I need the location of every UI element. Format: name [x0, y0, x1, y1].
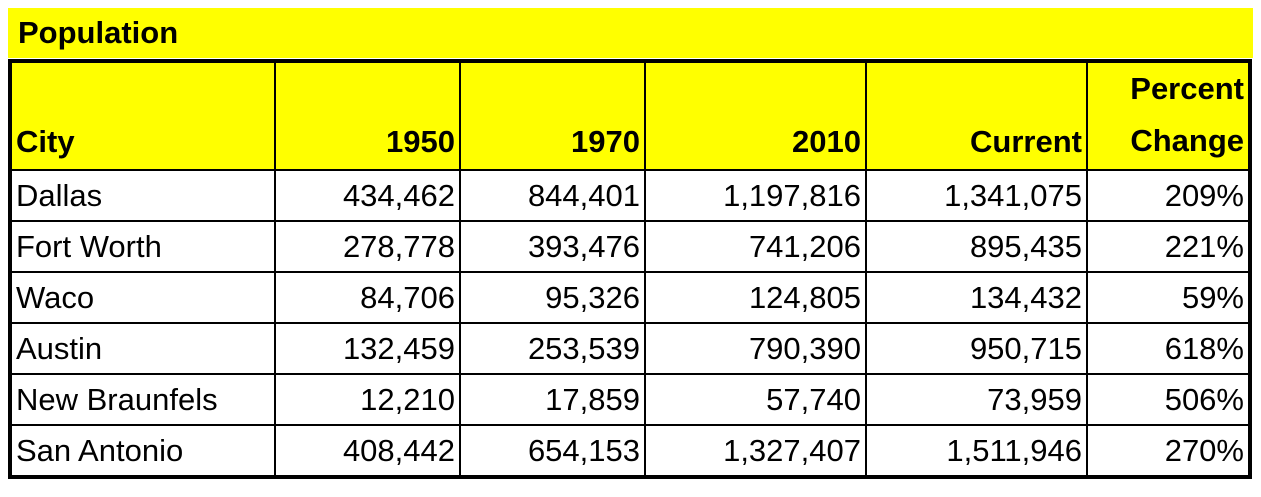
table-cell: 270% — [1086, 424, 1251, 478]
table-body: Dallas 434,462 844,401 1,197,816 1,341,075 20… — [9, 169, 1251, 478]
table-cell: 209% — [1086, 169, 1251, 222]
table-cell: 95,326 — [459, 271, 646, 324]
table-cell: Austin — [9, 322, 276, 375]
table-cell: 1,511,946 — [865, 424, 1088, 478]
table-cell: 84,706 — [274, 271, 461, 324]
table-cell: New Braunfels — [9, 373, 276, 426]
table-cell: 950,715 — [865, 322, 1088, 375]
table-cell: 124,805 — [644, 271, 867, 324]
table-cell: 506% — [1086, 373, 1251, 426]
header-cell: City — [9, 60, 276, 171]
table-row: Dallas 434,462 844,401 1,197,816 1,341,075 20… — [9, 169, 1251, 222]
table-cell: Dallas — [9, 169, 276, 222]
header-cell: 1950 — [274, 60, 461, 171]
header-cell: Current — [865, 60, 1088, 171]
table-cell: 434,462 — [274, 169, 461, 222]
table-cell: 278,778 — [274, 220, 461, 273]
title: Population — [8, 8, 1253, 58]
table-cell: 654,153 — [459, 424, 646, 478]
table-cell: 393,476 — [459, 220, 646, 273]
table-cell: 12,210 — [274, 373, 461, 426]
header-cell: 1970 — [459, 60, 646, 171]
table-cell: 790,390 — [644, 322, 867, 375]
table-cell: 1,341,075 — [865, 169, 1088, 222]
table-cell: 618% — [1086, 322, 1251, 375]
table-cell: 17,859 — [459, 373, 646, 426]
table-cell: 57,740 — [644, 373, 867, 426]
population-table: City 1950 1970 2010 Current Percent Change Da… — [8, 59, 1252, 479]
table-cell: Waco — [9, 271, 276, 324]
table-cell: 132,459 — [274, 322, 461, 375]
table-cell: 741,206 — [644, 220, 867, 273]
table-cell: 59% — [1086, 271, 1251, 324]
table-row: Waco 84,706 95,326 124,805 134,432 59% — [9, 271, 1251, 324]
table-cell: 253,539 — [459, 322, 646, 375]
table-cell: 895,435 — [865, 220, 1088, 273]
header-cell: 2010 — [644, 60, 867, 171]
table-cell: 134,432 — [865, 271, 1088, 324]
table-cell: 1,197,816 — [644, 169, 867, 222]
table-cell: 221% — [1086, 220, 1251, 273]
table-row: Austin 132,459 253,539 790,390 950,715 618% — [9, 322, 1251, 375]
table-row: New Braunfels 12,210 17,859 57,740 73,959 506… — [9, 373, 1251, 426]
table-row: Fort Worth 278,778 393,476 741,206 895,435 22… — [9, 220, 1251, 273]
header-cell: Percent Change — [1086, 60, 1251, 171]
table-row: San Antonio 408,442 654,153 1,327,407 1,511,… — [9, 424, 1251, 478]
table-cell: 73,959 — [865, 373, 1088, 426]
table-cell: San Antonio — [9, 424, 276, 478]
table-cell: 408,442 — [274, 424, 461, 478]
table-cell: 1,327,407 — [644, 424, 867, 478]
table-cell: 844,401 — [459, 169, 646, 222]
header-row: City 1950 1970 2010 Current Percent Change — [9, 60, 1251, 171]
table-cell: Fort Worth — [9, 220, 276, 273]
